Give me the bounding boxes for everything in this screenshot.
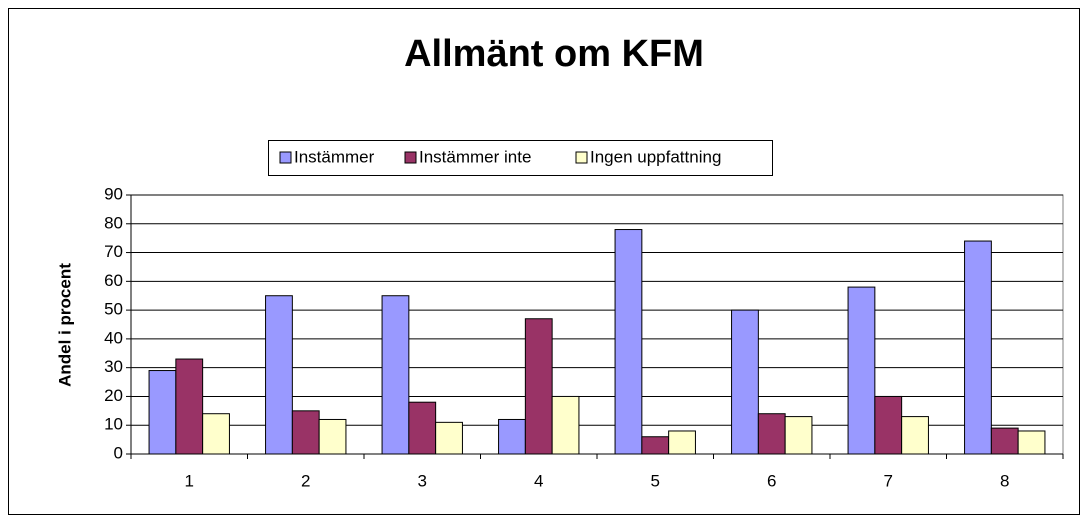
bar <box>668 430 696 455</box>
bar <box>731 309 759 455</box>
bar <box>1017 430 1046 455</box>
y-tick-label: 90 <box>104 184 123 203</box>
y-tick-label: 50 <box>104 300 123 319</box>
x-tick-label: 4 <box>534 471 543 490</box>
chart-title: Allmänt om KFM <box>404 33 704 75</box>
legend-label: Ingen uppfattning <box>590 147 721 166</box>
legend-box <box>268 140 773 176</box>
bar <box>641 436 670 455</box>
y-axis-label: Andel i procent <box>55 263 74 387</box>
y-tick-label: 30 <box>104 357 123 376</box>
bar <box>435 421 463 455</box>
bar <box>901 416 929 455</box>
y-tick-label: 80 <box>104 213 123 232</box>
bar <box>148 370 177 455</box>
bar <box>990 427 1019 455</box>
y-tick-label: 40 <box>104 328 123 347</box>
x-tick-label: 3 <box>418 471 427 490</box>
bar <box>847 286 876 455</box>
bar <box>874 395 903 455</box>
y-tick-label: 60 <box>104 271 123 290</box>
x-tick-label: 1 <box>185 471 194 490</box>
legend-swatch <box>404 151 417 164</box>
legend-swatch <box>575 151 588 164</box>
x-tick-label: 7 <box>884 471 893 490</box>
bar <box>202 413 230 455</box>
y-tick-label: 0 <box>114 443 123 462</box>
bar <box>265 295 293 455</box>
bar <box>757 413 786 455</box>
bar <box>498 418 526 455</box>
legend-label: Instämmer inte <box>419 147 531 166</box>
bar <box>381 295 410 455</box>
x-tick-label: 5 <box>651 471 660 490</box>
x-tick-label: 6 <box>767 471 776 490</box>
legend-label: Instämmer <box>294 147 375 166</box>
y-tick-label: 70 <box>104 242 123 261</box>
bar <box>964 240 992 455</box>
bar <box>551 395 580 455</box>
y-tick-label: 20 <box>104 386 123 405</box>
bar <box>318 418 347 455</box>
bar <box>291 410 320 455</box>
bar <box>784 416 813 455</box>
y-tick-label: 10 <box>104 415 123 434</box>
bar <box>614 229 643 455</box>
x-tick-label: 8 <box>1000 471 1009 490</box>
x-tick-label: 2 <box>301 471 310 490</box>
legend-swatch <box>279 151 292 164</box>
bar <box>175 358 204 455</box>
bar <box>524 318 553 455</box>
bar <box>408 401 437 455</box>
